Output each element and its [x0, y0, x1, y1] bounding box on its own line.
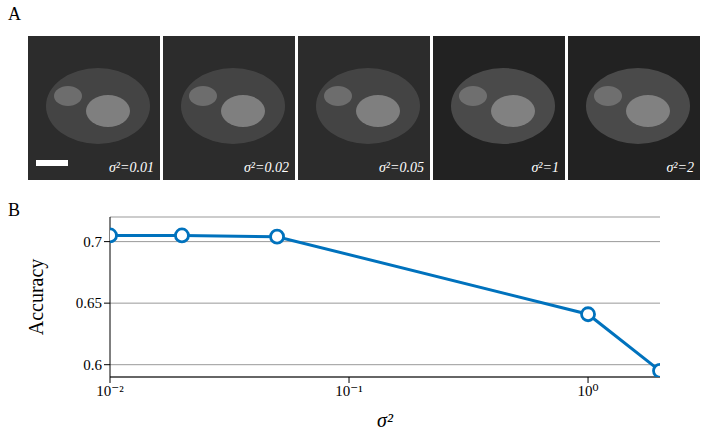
html-text:σ²=0.01: σ²=0.01 [108, 160, 154, 175]
html-text:σ²=0.02: σ²=0.02 [243, 160, 289, 175]
svg-text:0.6: 0.6 [83, 357, 102, 373]
html-text:σ²=2: σ²=2 [666, 160, 694, 175]
svg-text:0.7: 0.7 [83, 234, 102, 250]
svg-text:10⁻¹: 10⁻¹ [335, 383, 362, 399]
html-text:B: B [8, 200, 20, 220]
svg-text:σ²: σ² [377, 409, 394, 431]
html-text:σ²=0.05: σ²=0.05 [378, 160, 424, 175]
svg-text:Accuracy: Accuracy [25, 259, 48, 336]
html-text:σ²=1: σ²=1 [531, 160, 559, 175]
html-text:A: A [8, 4, 21, 24]
svg-text:0.65: 0.65 [76, 295, 102, 311]
svg-text:10⁰: 10⁰ [578, 383, 599, 399]
svg-text:10⁻²: 10⁻² [96, 383, 124, 399]
